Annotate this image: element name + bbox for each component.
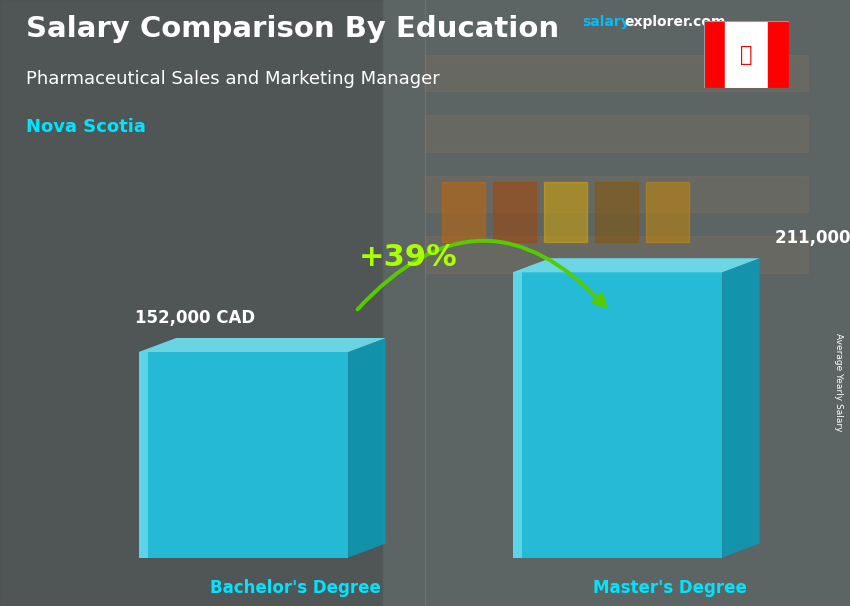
Bar [493, 182, 536, 242]
Bar [544, 182, 586, 242]
Bar [704, 21, 725, 88]
Text: explorer.com: explorer.com [625, 15, 726, 29]
Bar [595, 182, 638, 242]
Text: Nova Scotia: Nova Scotia [26, 118, 145, 136]
Polygon shape [139, 338, 386, 352]
Polygon shape [139, 352, 148, 558]
Bar [442, 182, 484, 242]
Bar [0, 0, 382, 606]
Bar [425, 176, 808, 212]
Bar [425, 236, 808, 273]
Bar [725, 21, 768, 88]
Bar [646, 182, 688, 242]
Polygon shape [348, 338, 386, 558]
Polygon shape [513, 258, 760, 272]
Text: 152,000 CAD: 152,000 CAD [135, 309, 255, 327]
Bar [382, 0, 850, 606]
Polygon shape [722, 258, 760, 558]
Bar [425, 55, 808, 91]
Polygon shape [513, 272, 522, 558]
Polygon shape [513, 272, 722, 558]
Bar [425, 115, 808, 152]
Text: Pharmaceutical Sales and Marketing Manager: Pharmaceutical Sales and Marketing Manag… [26, 70, 439, 88]
Polygon shape [139, 352, 348, 558]
Text: +39%: +39% [359, 243, 457, 272]
Bar [768, 21, 789, 88]
Text: Master's Degree: Master's Degree [592, 579, 747, 597]
Text: Salary Comparison By Education: Salary Comparison By Education [26, 15, 558, 43]
Text: 🍁: 🍁 [740, 44, 752, 65]
Text: Average Yearly Salary: Average Yearly Salary [835, 333, 843, 431]
Text: salary: salary [582, 15, 630, 29]
Text: Bachelor's Degree: Bachelor's Degree [210, 579, 382, 597]
Text: 211,000 CAD: 211,000 CAD [774, 230, 850, 247]
